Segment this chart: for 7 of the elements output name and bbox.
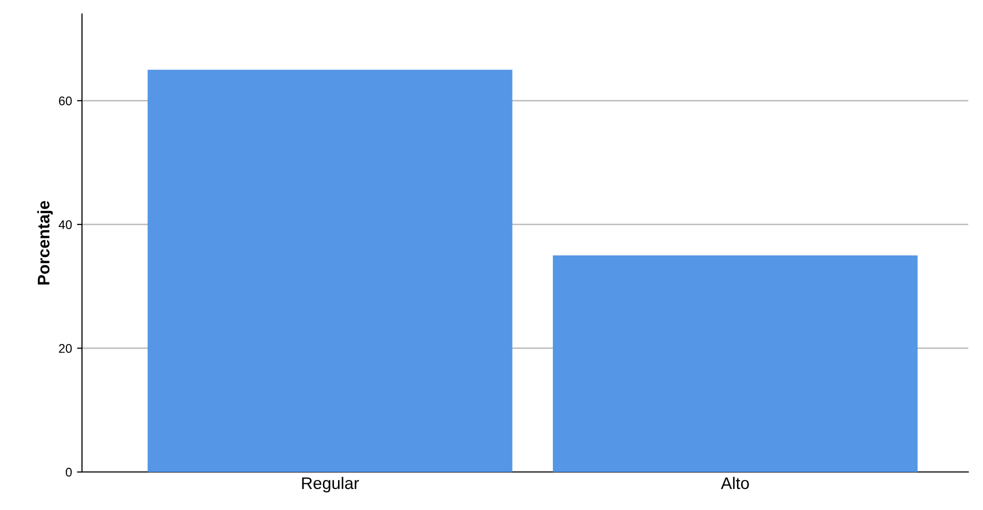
y-tick-label: 40 <box>58 220 72 230</box>
x-tick-label: Alto <box>720 476 749 490</box>
y-axis-title: Porcentaje <box>37 200 53 285</box>
y-tick-label: 60 <box>58 96 72 106</box>
y-tick-label: 20 <box>58 344 72 353</box>
y-tick-label: 0 <box>66 468 72 477</box>
x-tick-label: Regular <box>302 476 359 492</box>
